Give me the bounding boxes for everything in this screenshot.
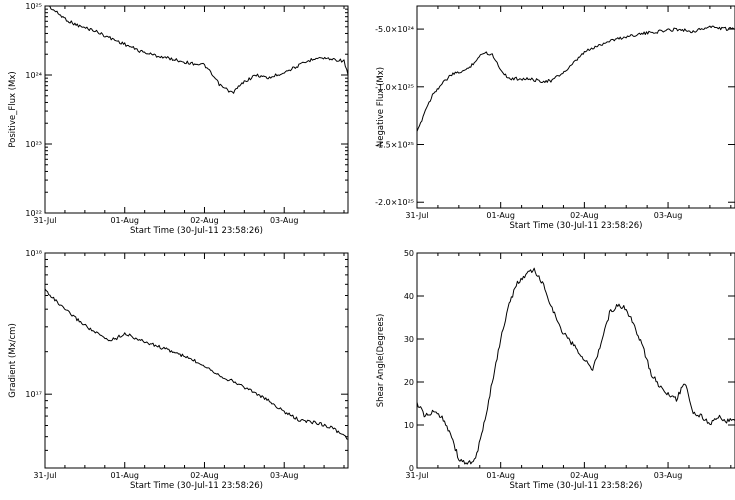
y-tick-label: 0 [409, 464, 414, 473]
x-tick-label: 31-Jul [33, 216, 56, 225]
x-tick-label: 31-Jul [405, 471, 428, 480]
y-tick-label: 40 [404, 292, 414, 301]
x-tick-label: 01-Aug [486, 471, 515, 480]
x-axis-label: Start Time (30-Jul-11 23:58:26) [510, 221, 643, 231]
y-tick-label: 10¹⁸ [25, 249, 42, 258]
x-axis-label: Start Time (30-Jul-11 23:58:26) [130, 481, 263, 491]
series-line [45, 5, 349, 94]
x-tick-label: 02-Aug [190, 216, 219, 225]
x-tick-label: 03-Aug [270, 216, 299, 225]
y-tick-label: 20 [404, 378, 414, 387]
x-tick-label: 01-Aug [110, 216, 139, 225]
x-tick-label: 31-Jul [405, 211, 428, 220]
plot-frame [44, 252, 349, 469]
y-axis-label: Negative Flux (Mx) [376, 67, 386, 147]
panel-gradient: 31-Jul 01-Aug 02-Aug 03-Aug 10¹⁷ 10¹⁸ Start Ti… [8, 249, 349, 491]
x-tick-label: 03-Aug [654, 471, 683, 480]
y-axis-label: Shear Angle(Degrees) [376, 314, 386, 408]
y-tick-label: 10 [404, 421, 414, 430]
plot-frame [416, 252, 735, 469]
x-tick-label: 31-Jul [33, 471, 56, 480]
y-tick-label: -1.0×10²⁵ [375, 83, 414, 92]
y-tick-label: 10²⁵ [25, 2, 42, 11]
series-line [44, 288, 349, 440]
x-tick-label: 02-Aug [570, 211, 599, 220]
y-tick-label: 10²³ [25, 140, 42, 149]
panel-negative-flux: 31-Jul 01-Aug 02-Aug 03-Aug -5.0×10²⁴ -1.0×10… [375, 5, 735, 231]
x-tick-label: 02-Aug [570, 471, 599, 480]
y-tick-label: 30 [404, 335, 414, 344]
plot-frame [416, 5, 735, 209]
plot-frame [44, 5, 349, 214]
y-tick-label: 10²² [25, 209, 42, 218]
panel-positive-flux: 31-Jul 01-Aug 02-Aug 03-Aug 10²² 10²³ 10²⁴ 10²⁵… [8, 2, 349, 236]
y-tick-label: -1.5×10²⁵ [375, 141, 414, 150]
x-axis-label: Start Time (30-Jul-11 23:58:26) [510, 481, 643, 491]
y-tick-label: 50 [404, 249, 414, 258]
y-axis-label: Gradient (Mx/cm) [8, 323, 18, 398]
x-tick-label: 01-Aug [110, 471, 139, 480]
x-tick-label: 03-Aug [270, 471, 299, 480]
x-tick-label: 02-Aug [190, 471, 219, 480]
y-tick-label: -5.0×10²⁴ [375, 25, 414, 34]
panel-shear-angle: 31-Jul 01-Aug 02-Aug 03-Aug 0 10 20 30 40 50 Start… [376, 249, 735, 491]
y-tick-label: 10¹⁷ [25, 390, 42, 399]
y-tick-label: 10²⁴ [25, 71, 42, 80]
y-axis-label: Positive_Flux (Mx) [8, 71, 18, 147]
x-tick-label: 03-Aug [654, 211, 683, 220]
series-line [416, 267, 735, 465]
series-line [416, 25, 735, 132]
y-tick-label: -2.0×10²⁵ [375, 198, 414, 207]
x-tick-label: 01-Aug [486, 211, 515, 220]
x-axis-label: Start Time (30-Jul-11 23:58:26) [130, 226, 263, 236]
